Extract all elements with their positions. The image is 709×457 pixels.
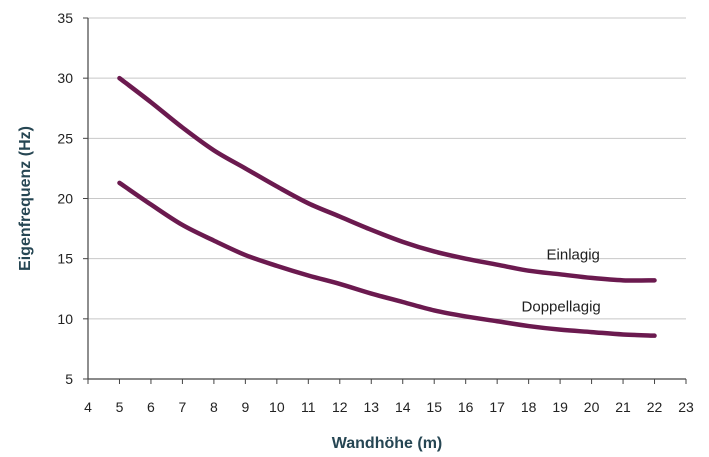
x-tick-label: 18	[521, 399, 537, 415]
y-axis-title: Eigenfrequenz (Hz)	[17, 126, 34, 271]
x-tick-label: 20	[584, 399, 600, 415]
series-line-einlagig	[117, 75, 657, 283]
y-axis-ticks: 5 10 15 20 25 30 35	[57, 10, 88, 387]
y-tick-label: 30	[57, 70, 73, 86]
y-tick-label: 20	[57, 191, 73, 207]
x-tick-label: 17	[489, 399, 505, 415]
x-tick-label: 6	[147, 399, 155, 415]
x-tick-label: 21	[615, 399, 631, 415]
x-tick-label: 8	[210, 399, 218, 415]
series-lines	[117, 75, 657, 338]
x-tick-label: 11	[301, 399, 316, 415]
x-axis-ticks: 4 5 6 7 8 9 10 11 12 13 14 15 16 17 18 19 20 21 22 23	[84, 379, 694, 415]
x-tick-label: 23	[678, 399, 694, 415]
y-tick-label: 25	[57, 130, 73, 146]
x-tick-label: 16	[458, 399, 474, 415]
y-tick-label: 35	[57, 10, 73, 26]
gridlines	[88, 17, 686, 320]
x-tick-label: 9	[241, 399, 249, 415]
x-tick-label: 4	[84, 399, 92, 415]
series-label-doppellagig: Doppellagig	[522, 299, 601, 316]
y-tick-label: 15	[57, 251, 73, 267]
x-tick-label: 7	[179, 399, 187, 415]
series-labels: Einlagig Doppellagig	[522, 246, 601, 315]
x-tick-label: 12	[332, 399, 348, 415]
x-tick-label: 5	[116, 399, 124, 415]
x-tick-label: 14	[395, 399, 411, 415]
series-label-einlagig: Einlagig	[547, 246, 600, 263]
x-tick-label: 22	[647, 399, 663, 415]
x-tick-label: 10	[269, 399, 285, 415]
y-tick-label: 5	[65, 371, 73, 387]
y-tick-label: 10	[57, 311, 73, 327]
series-line-doppellagig	[117, 180, 657, 338]
x-tick-label: 19	[552, 399, 568, 415]
x-tick-label: 15	[426, 399, 442, 415]
x-tick-label: 13	[363, 399, 379, 415]
x-axis-title: Wandhöhe (m)	[332, 435, 443, 452]
